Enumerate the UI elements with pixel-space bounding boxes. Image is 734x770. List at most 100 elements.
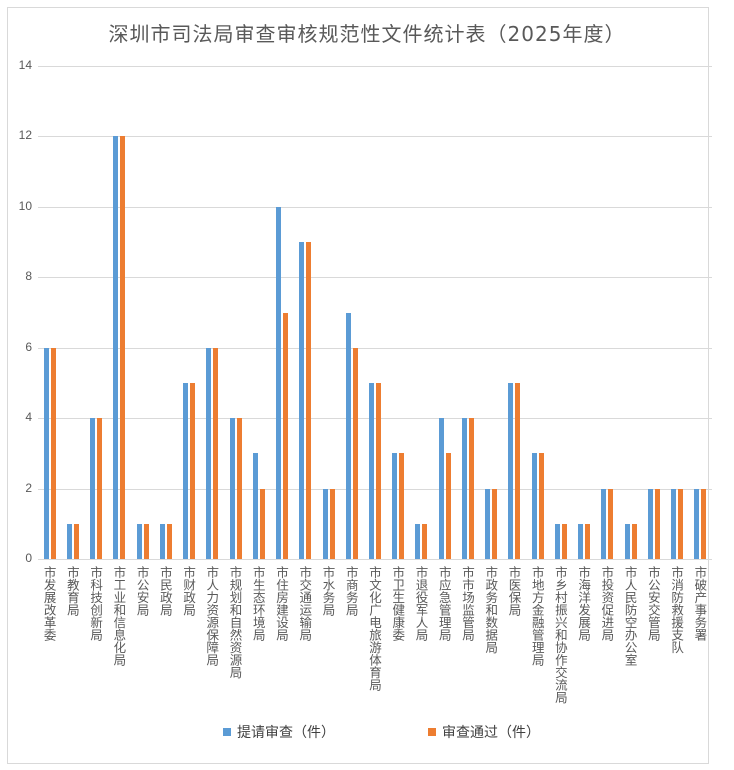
bar-approved xyxy=(329,488,335,559)
x-category-label: 市住房建设局 xyxy=(274,566,290,641)
x-category-label: 市生态环境局 xyxy=(250,566,266,641)
bar-approved xyxy=(73,523,79,559)
x-category-label: 市应急管理局 xyxy=(436,566,452,641)
bar-approved xyxy=(283,312,289,559)
bar-approved xyxy=(654,488,660,559)
bar-approved xyxy=(236,418,242,559)
y-tick-label: 14 xyxy=(18,58,32,72)
bar-submitted xyxy=(322,488,328,559)
x-category-label: 市规划和自然资源局 xyxy=(227,566,243,679)
x-category-label: 市政务和数据局 xyxy=(483,566,499,654)
bar-approved xyxy=(376,382,381,559)
legend-label: 提请审查（件） xyxy=(237,725,335,741)
bar-submitted xyxy=(508,382,514,559)
x-category-label: 市科技创新局 xyxy=(88,566,104,641)
y-tick-label: 4 xyxy=(25,410,32,425)
x-category-label: 市发展改革委 xyxy=(41,566,57,641)
bar-approved xyxy=(445,453,451,559)
bar-approved xyxy=(399,453,405,559)
x-category-label: 市财政局 xyxy=(181,566,197,616)
gridline xyxy=(38,488,712,490)
gridline xyxy=(38,347,712,349)
y-tick-label: 0 xyxy=(25,551,32,565)
x-category-label: 市消防救援支队 xyxy=(669,566,685,654)
gridline xyxy=(38,418,712,420)
chart-title: 深圳市司法局审查审核规范性文件统计表（2025年度） xyxy=(108,22,626,46)
bar-submitted xyxy=(438,418,444,559)
bar-submitted xyxy=(694,488,700,559)
bar-submitted xyxy=(647,488,653,559)
x-category-label: 市交通运输局 xyxy=(297,566,313,641)
x-category-label: 市乡村振兴和协作交流局 xyxy=(552,566,568,704)
bar-approved xyxy=(538,453,544,559)
x-category-label: 市退役军人局 xyxy=(413,566,429,641)
bar-approved xyxy=(631,523,637,559)
bar-submitted xyxy=(554,523,560,559)
bar-approved xyxy=(352,347,358,559)
bar-approved xyxy=(50,347,56,559)
bar-submitted xyxy=(601,488,607,559)
bar-approved xyxy=(97,418,103,559)
legend-item-submitted: 提请审查（件） xyxy=(223,722,335,742)
bar-submitted xyxy=(461,418,467,559)
gridline xyxy=(38,206,712,208)
bar-approved xyxy=(492,488,498,559)
x-category-label: 市教育局 xyxy=(64,566,80,616)
x-category-label: 市人力资源保障局 xyxy=(204,566,220,666)
x-category-label: 市商务局 xyxy=(343,566,359,616)
bar-submitted xyxy=(276,206,282,559)
bar-approved xyxy=(166,523,172,559)
x-category-label: 市破产事务署 xyxy=(692,566,708,641)
bar-approved xyxy=(190,382,196,559)
x-category-label: 市海洋发展局 xyxy=(576,566,592,641)
y-tick-label: 8 xyxy=(25,269,32,284)
bar-submitted xyxy=(392,453,398,559)
bar-approved xyxy=(422,523,428,559)
bar-submitted xyxy=(299,242,305,559)
bar-approved xyxy=(468,418,474,559)
bar-approved xyxy=(259,488,265,559)
legend-swatch-blue-icon xyxy=(223,728,231,736)
gridline xyxy=(38,277,712,279)
bar-approved xyxy=(213,347,219,559)
bar-submitted xyxy=(113,136,119,559)
bar-approved xyxy=(678,488,684,559)
bar-submitted xyxy=(43,347,49,559)
x-category-label: 市人民防空办公室 xyxy=(622,566,638,666)
bar-approved xyxy=(608,488,614,559)
bar-approved xyxy=(306,242,312,559)
bar-submitted xyxy=(159,523,165,559)
y-tick-label: 10 xyxy=(18,198,32,213)
bar-approved xyxy=(143,523,149,559)
bar-approved xyxy=(701,488,707,559)
x-category-label: 市市场监管局 xyxy=(459,566,475,641)
x-category-label: 市地方金融管理局 xyxy=(529,566,545,666)
legend-item-approved: 审查通过（件） xyxy=(428,722,540,742)
bar-submitted xyxy=(415,523,421,559)
gridline xyxy=(38,559,712,560)
bar-approved xyxy=(585,523,591,559)
bar-submitted xyxy=(252,453,258,559)
bar-submitted xyxy=(485,488,491,559)
bar-submitted xyxy=(66,523,72,559)
bar-approved xyxy=(561,523,567,559)
bar-submitted xyxy=(624,523,630,559)
legend-swatch-orange-icon xyxy=(428,728,436,736)
x-category-label: 市民政局 xyxy=(157,566,173,616)
gridline xyxy=(38,136,712,138)
y-tick-label: 2 xyxy=(25,480,32,495)
y-tick-label: 6 xyxy=(25,339,32,354)
bar-submitted xyxy=(90,418,96,559)
x-category-label: 市公安交管局 xyxy=(645,566,661,641)
bar-submitted xyxy=(671,488,677,559)
bar-submitted xyxy=(345,312,351,559)
bar-submitted xyxy=(206,347,212,559)
bar-approved xyxy=(515,382,521,559)
x-category-label: 市投资促进局 xyxy=(599,566,615,641)
x-category-label: 市工业和信息化局 xyxy=(111,566,127,666)
bar-submitted xyxy=(183,382,189,559)
x-category-label: 市公安局 xyxy=(134,566,150,616)
bar-submitted xyxy=(229,418,235,559)
bar-submitted xyxy=(136,523,142,559)
x-category-label: 市卫生健康委 xyxy=(390,566,406,641)
